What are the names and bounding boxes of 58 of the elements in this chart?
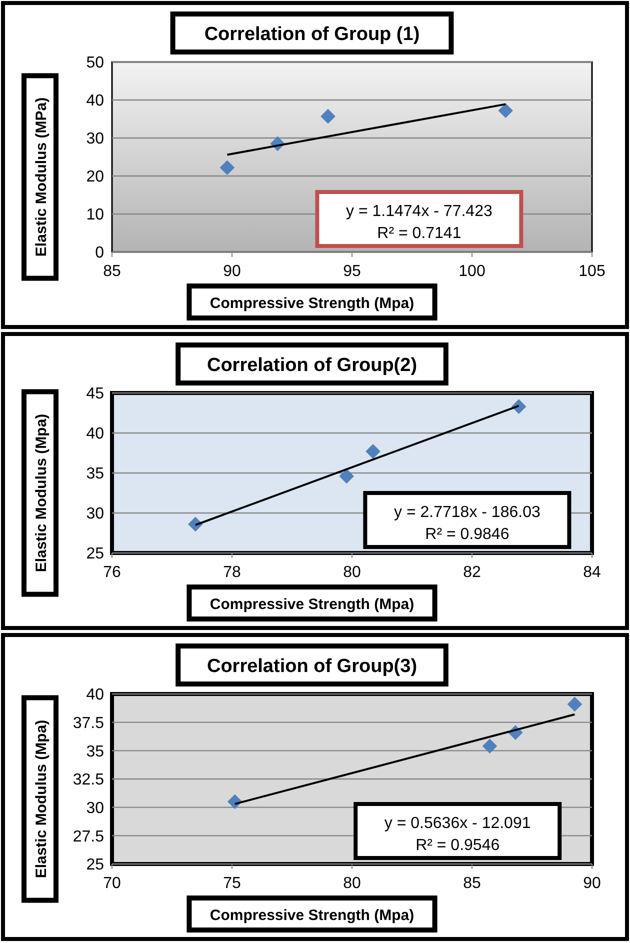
annotation: R² = 0.9846 [425,526,510,543]
chart-title: Correlation of Group(3) [206,656,418,677]
x-tick-label: 75 [223,875,241,892]
y-tick-label: 35 [86,743,104,760]
equation-box: y = 0.5636x - 12.091 R² = 0.9546 [354,802,562,860]
y-tick-label: 37.5 [72,714,104,732]
annotation: R² = 0.7141 [377,225,462,242]
y-tick-label: 40 [86,686,104,704]
point [482,738,498,754]
x-tick-label: 90 [583,875,601,892]
x-tick-label: 85 [463,875,481,892]
point [339,468,354,484]
x-axis-title: Compressive Strength (Mpa) [210,907,414,924]
y-tick-label: 30 [86,130,104,148]
y-axis-title: Elastic Modulus (Mpa) [33,414,50,572]
y-tick-label: 30 [86,800,104,817]
equation-box: y = 1.1474x - 77.423 R² = 0.7141 [315,190,524,248]
y-axis-title: Elastic Modulus (Mpa) [33,720,50,878]
x-tick-label: 70 [103,875,121,892]
annotation: y = 0.5636x - 12.091 [384,815,531,832]
y-tick-label: 40 [86,92,104,110]
y-tick-label: 0 [95,244,104,262]
y-tick-label: 50 [86,54,104,72]
y-tick-label: 20 [86,168,104,186]
x-tick-label: 85 [103,263,121,280]
x-axis-title: Compressive Strength (Mpa) [210,295,414,312]
annotation: y = 1.1474x - 77.423 [346,203,492,220]
point [498,103,514,118]
point [366,444,380,459]
x-tick-label: 82 [463,564,481,581]
y-tick-label: 32.5 [72,772,104,789]
x-tick-label: 90 [223,263,241,280]
x-tick-label: 84 [583,564,601,581]
y-tick-label: 10 [86,206,104,224]
y-tick-label: 25 [86,856,104,874]
annotation: y = 2.7718x - 186.03 [394,504,540,521]
x-tick-label: 80 [343,875,361,892]
y-tick-label: 27.5 [72,828,104,846]
x-tick-label: 105 [578,263,606,280]
x-tick-label: 95 [343,263,361,280]
x-tick-label: 76 [103,564,121,581]
equation-box: y = 2.7718x - 186.03 R² = 0.9846 [363,491,572,549]
x-tick-label: 80 [343,564,361,581]
y-tick-label: 30 [86,506,104,523]
y-axis-title: Elastic Modulus (MPa) [33,97,50,257]
y-tick-label: 25 [86,546,104,563]
point [220,160,235,176]
y-tick-label: 45 [86,386,104,403]
x-tick-label: 100 [458,263,486,280]
y-tick-label: 40 [86,426,104,443]
point [320,108,336,124]
x-tick-label: 78 [223,564,241,581]
point [567,696,582,712]
chart-title: Correlation of Group (1) [204,24,420,45]
annotation: R² = 0.9546 [416,837,500,854]
y-tick-label: 35 [86,466,104,483]
chart-title: Correlation of Group(2) [206,355,418,376]
x-axis-title: Compressive Strength (Mpa) [210,596,414,613]
